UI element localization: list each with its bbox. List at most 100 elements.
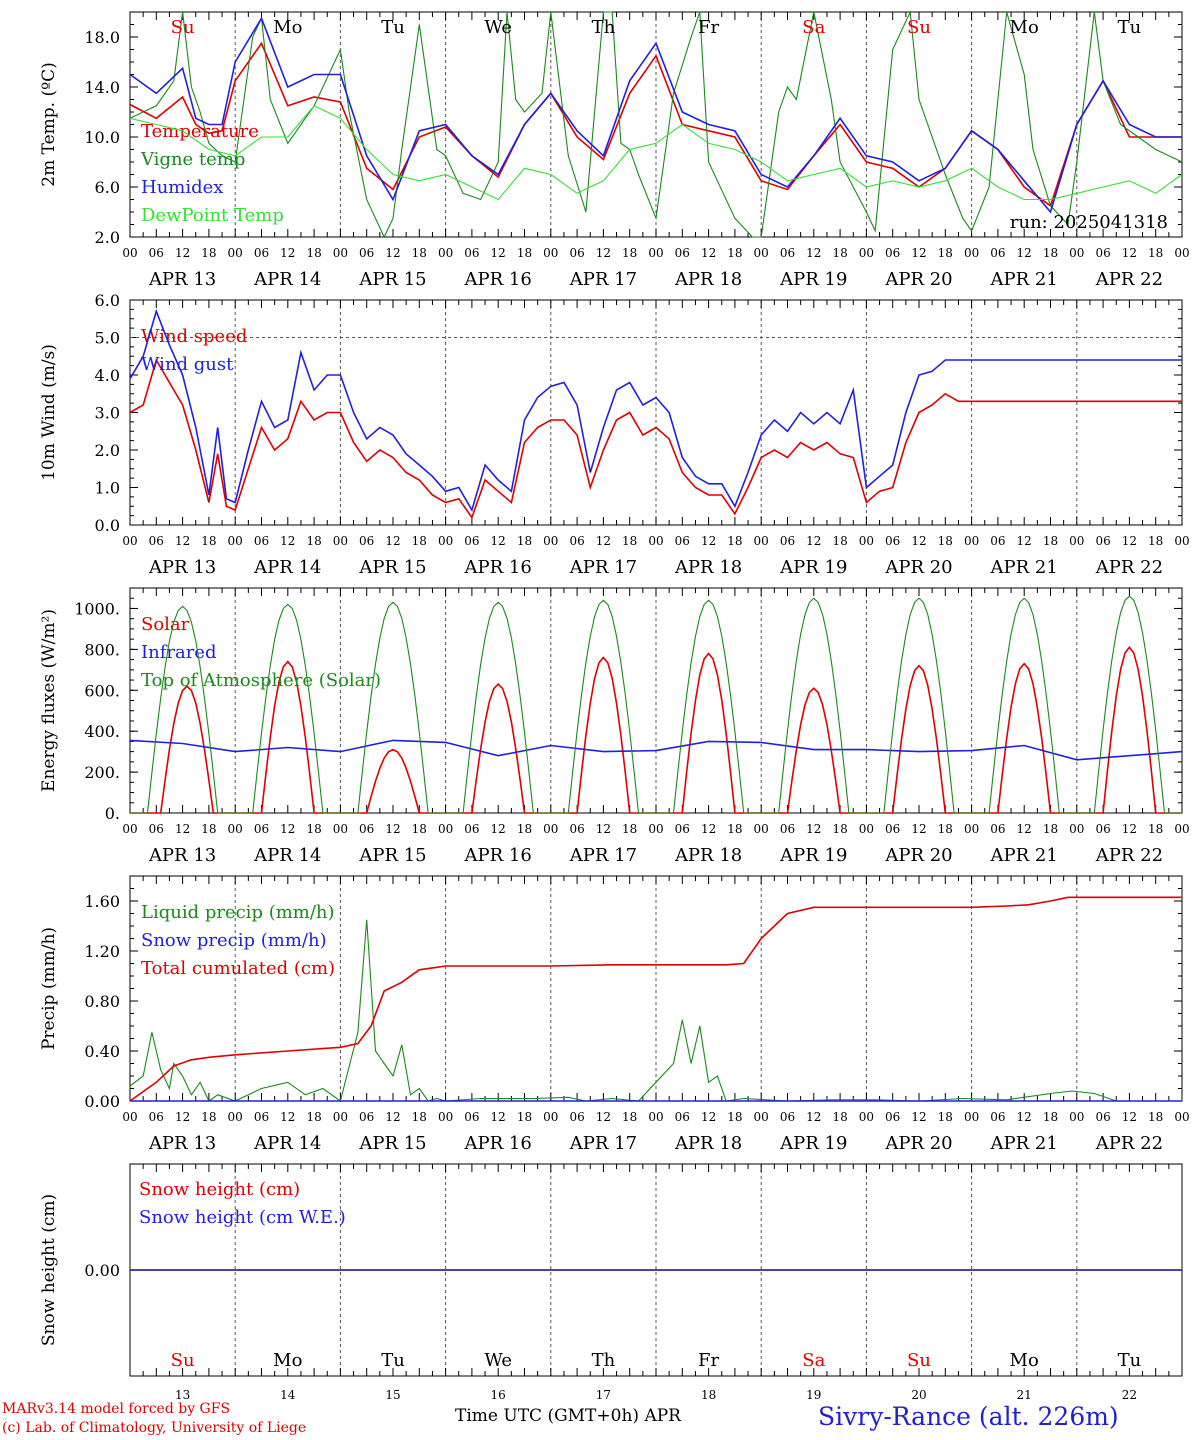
y-tick-label: 18.0 <box>84 28 120 47</box>
hour-label: 12 <box>385 1110 400 1124</box>
hour-label: 00 <box>754 534 769 548</box>
legend-entry: Vigne temp <box>140 149 245 170</box>
legend-entry: Snow height (cm W.E.) <box>139 1207 346 1228</box>
day-number: 22 <box>1122 1388 1137 1402</box>
hour-label: 12 <box>1017 822 1032 836</box>
hour-label: 12 <box>385 246 400 260</box>
weekday-label: Fr <box>698 1350 719 1371</box>
y-tick-label: 200. <box>84 763 120 782</box>
hour-label: 06 <box>780 534 795 548</box>
hour-label: 00 <box>1174 246 1189 260</box>
hour-label: 06 <box>990 534 1005 548</box>
hour-label: 18 <box>1148 822 1163 836</box>
day-number: 13 <box>175 1388 190 1402</box>
day-label: APR 15 <box>358 557 426 578</box>
hour-label: 12 <box>491 534 506 548</box>
day-label: APR 15 <box>358 845 426 866</box>
hour-label: 06 <box>254 822 269 836</box>
day-label: APR 16 <box>464 557 532 578</box>
y-tick-label: 0. <box>105 804 120 823</box>
hour-label: 00 <box>122 534 137 548</box>
hour-label: 18 <box>201 822 216 836</box>
hour-label: 06 <box>359 1110 374 1124</box>
legend-entry: Wind speed <box>141 326 247 347</box>
y-tick-label: 4.0 <box>95 366 120 385</box>
hour-label: 00 <box>859 1110 874 1124</box>
hour-label: 00 <box>964 246 979 260</box>
hour-label: 18 <box>727 822 742 836</box>
hour-label: 18 <box>306 246 321 260</box>
hour-label: 06 <box>464 1110 479 1124</box>
hour-label: 18 <box>1148 246 1163 260</box>
day-label: APR 17 <box>569 1133 637 1154</box>
day-label: APR 15 <box>358 269 426 290</box>
hour-label: 06 <box>464 246 479 260</box>
day-label: APR 14 <box>253 557 321 578</box>
hour-label: 06 <box>569 246 584 260</box>
hour-label: 12 <box>491 246 506 260</box>
hour-label: 00 <box>964 534 979 548</box>
model-credit: MARv3.14 model forced by GFS <box>2 1401 231 1417</box>
hour-label: 18 <box>517 534 532 548</box>
time-axis-label: Time UTC (GMT+0h) APR <box>455 1406 681 1426</box>
series-line-infrared <box>129 739 1183 761</box>
hour-label: 12 <box>1017 1110 1032 1124</box>
hour-label: 06 <box>780 822 795 836</box>
y-tick-label: 3.0 <box>95 404 120 423</box>
hour-label: 18 <box>832 534 847 548</box>
y-tick-label: 6.0 <box>95 178 120 197</box>
hour-label: 06 <box>569 1110 584 1124</box>
hour-label: 18 <box>517 822 532 836</box>
y-tick-label: 1000. <box>74 599 120 618</box>
hour-label: 06 <box>885 1110 900 1124</box>
day-label: APR 16 <box>464 845 532 866</box>
y-axis-label: 2m Temp. (ºC) <box>39 62 59 187</box>
hour-label: 00 <box>964 822 979 836</box>
weekday-label: We <box>484 17 512 38</box>
legend-entry: Solar <box>141 614 190 635</box>
hour-label: 00 <box>859 822 874 836</box>
hour-label: 18 <box>622 246 637 260</box>
hour-label: 00 <box>228 822 243 836</box>
y-tick-label: 10.0 <box>84 128 120 147</box>
day-number: 18 <box>701 1388 716 1402</box>
hour-label: 06 <box>1095 246 1110 260</box>
hour-label: 06 <box>885 534 900 548</box>
weekday-label: Sa <box>802 1350 825 1371</box>
hour-label: 06 <box>675 822 690 836</box>
hour-label: 00 <box>859 246 874 260</box>
panel-frame-0 <box>129 11 1183 238</box>
weekday-label: Fr <box>698 17 719 38</box>
hour-label: 12 <box>175 1110 190 1124</box>
hour-label: 06 <box>254 246 269 260</box>
y-tick-label: 0.0 <box>95 516 120 535</box>
day-label: APR 16 <box>464 269 532 290</box>
hour-label: 18 <box>622 534 637 548</box>
day-label: APR 14 <box>253 269 321 290</box>
hour-label: 00 <box>438 822 453 836</box>
day-label: APR 18 <box>674 845 742 866</box>
hour-label: 00 <box>543 1110 558 1124</box>
hour-label: 12 <box>280 1110 295 1124</box>
hour-label: 18 <box>832 246 847 260</box>
hour-label: 06 <box>149 246 164 260</box>
hour-label: 12 <box>596 822 611 836</box>
day-label: APR 20 <box>884 1133 952 1154</box>
y-tick-label: 0.00 <box>84 1261 120 1280</box>
hour-label: 18 <box>832 1110 847 1124</box>
legend-entry: Wind gust <box>141 354 234 375</box>
hour-label: 18 <box>412 246 427 260</box>
hour-label: 06 <box>780 246 795 260</box>
hour-label: 00 <box>122 822 137 836</box>
day-label: APR 16 <box>464 1133 532 1154</box>
hour-label: 06 <box>569 534 584 548</box>
series-line-liquid-precip-mm-h- <box>129 919 1182 1102</box>
hour-label: 06 <box>149 1110 164 1124</box>
hour-label: 06 <box>569 822 584 836</box>
day-label: APR 17 <box>569 557 637 578</box>
day-label: APR 18 <box>674 557 742 578</box>
hour-label: 12 <box>175 534 190 548</box>
hour-label: 18 <box>517 1110 532 1124</box>
hour-label: 00 <box>754 822 769 836</box>
y-tick-label: 1.0 <box>95 479 120 498</box>
